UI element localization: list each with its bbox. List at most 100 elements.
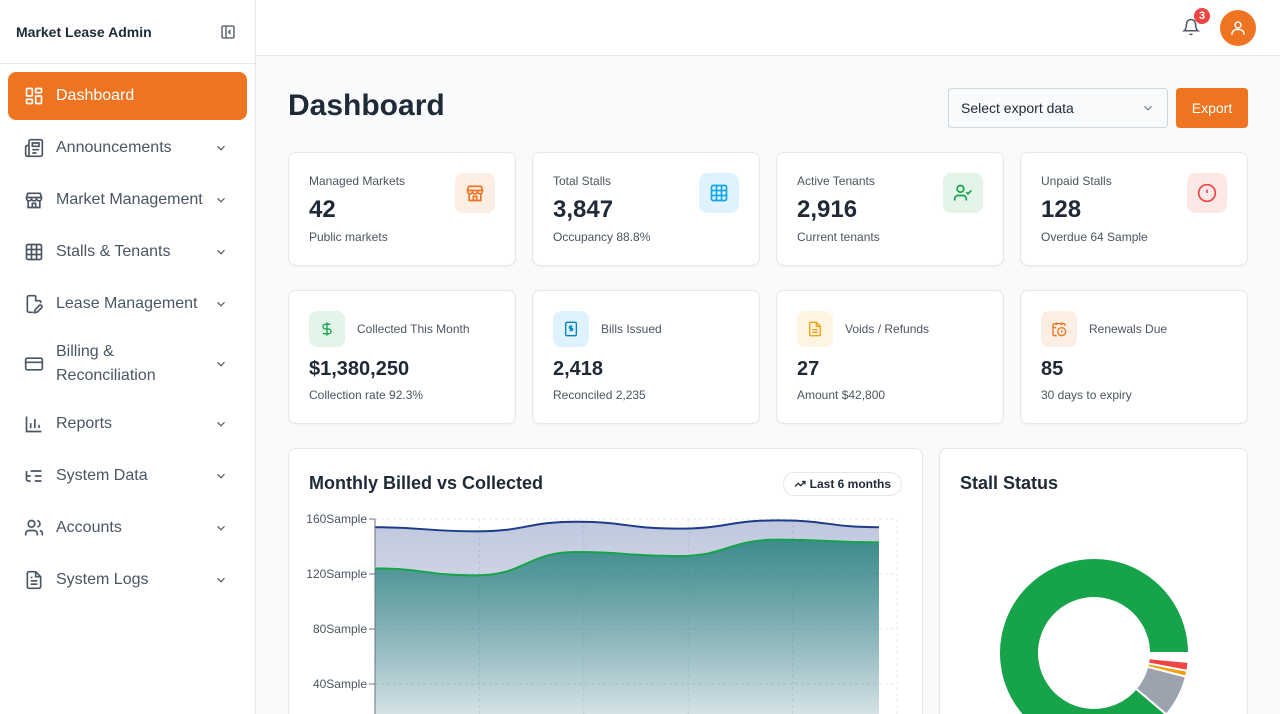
sidebar-item-dashboard[interactable]: Dashboard bbox=[8, 72, 247, 120]
stat-label: Total Stalls bbox=[553, 174, 612, 188]
stat-value: 128 bbox=[1041, 196, 1082, 223]
stat-value: 85 bbox=[1041, 358, 1064, 380]
chevron-down-icon bbox=[213, 140, 229, 156]
y-tick-label: 40Sample bbox=[313, 677, 367, 691]
stat-label: Renewals Due bbox=[1089, 322, 1168, 336]
sidebar-item-reports[interactable]: Reports bbox=[8, 400, 247, 448]
stat-subtext: Collection rate 92.3% bbox=[309, 388, 424, 402]
stat-value: 42 bbox=[309, 196, 336, 223]
stat-value: 27 bbox=[797, 358, 820, 380]
chevron-down-icon bbox=[213, 572, 229, 588]
avatar[interactable] bbox=[1220, 10, 1256, 46]
grid-icon bbox=[699, 173, 739, 213]
list-tree-icon bbox=[24, 466, 44, 486]
stat-label: Managed Markets bbox=[309, 174, 406, 188]
sidebar-item-billing-reconciliation[interactable]: Billing & Reconciliation bbox=[8, 332, 247, 396]
file-text-icon bbox=[24, 570, 44, 590]
chevron-down-icon bbox=[213, 520, 229, 536]
stat-value: 2,916 bbox=[797, 196, 858, 223]
billed-vs-collected-chart-card: Monthly Billed vs Collected Last 6 month… bbox=[288, 448, 923, 714]
chevron-down-icon bbox=[1141, 101, 1155, 115]
stat-label: Collected This Month bbox=[357, 322, 470, 336]
alert-circle-icon bbox=[1187, 173, 1227, 213]
store-icon bbox=[455, 173, 495, 213]
sidebar-item-system-logs[interactable]: System Logs bbox=[8, 556, 247, 604]
stat-label: Bills Issued bbox=[601, 322, 662, 336]
stat-card-renewals-due: Renewals Due 85 30 days to expiry bbox=[1020, 290, 1248, 424]
users-icon bbox=[24, 518, 44, 538]
top-bar: 3 bbox=[256, 0, 1280, 56]
y-tick-label: 80Sample bbox=[313, 622, 367, 636]
y-tick-label: 120Sample bbox=[306, 567, 367, 581]
chevron-down-icon bbox=[213, 296, 229, 312]
stat-subtext: Overdue 64 Sample bbox=[1041, 230, 1148, 244]
trending-up-icon bbox=[794, 478, 806, 490]
stat-card-unpaid-stalls: Unpaid Stalls 128 Overdue 64 Sample bbox=[1020, 152, 1248, 266]
credit-card-icon bbox=[24, 354, 44, 374]
dollar-icon bbox=[309, 311, 345, 347]
store-icon bbox=[24, 190, 44, 210]
bar-chart-icon bbox=[24, 414, 44, 434]
file-icon bbox=[797, 311, 833, 347]
user-check-icon bbox=[943, 173, 983, 213]
sidebar-item-stalls-tenants[interactable]: Stalls & Tenants bbox=[8, 228, 247, 276]
sidebar-item-system-data[interactable]: System Data bbox=[8, 452, 247, 500]
sidebar-item-announcements[interactable]: Announcements bbox=[8, 124, 247, 172]
stat-card-collected-this-month: Collected This Month $1,380,250 Collecti… bbox=[288, 290, 516, 424]
stat-subtext: Amount $42,800 bbox=[797, 388, 886, 402]
stat-subtext: Current tenants bbox=[797, 230, 880, 244]
chevron-down-icon bbox=[213, 416, 229, 432]
file-edit-icon bbox=[24, 294, 44, 314]
time-range-pill[interactable]: Last 6 months bbox=[782, 472, 902, 496]
series-line-2 bbox=[374, 538, 880, 577]
stat-card-bills-issued: Bills Issued 2,418 Reconciled 2,235 bbox=[532, 290, 760, 424]
stat-value: 2,418 bbox=[553, 358, 604, 380]
stall-status-donut-chart bbox=[998, 557, 1191, 714]
sidebar-item-accounts[interactable]: Accounts bbox=[8, 504, 247, 552]
chevron-down-icon bbox=[213, 468, 229, 484]
sidebar-item-label: Reports bbox=[56, 415, 113, 432]
calendar-clock-icon bbox=[1041, 311, 1077, 347]
donut-slice-1[interactable] bbox=[998, 557, 1191, 714]
sidebar-collapse-icon[interactable] bbox=[217, 21, 239, 43]
stat-subtext: Reconciled 2,235 bbox=[553, 388, 646, 402]
series-area-2 bbox=[375, 539, 879, 714]
sidebar-item-label: Stalls & Tenants bbox=[56, 243, 171, 260]
sidebar-header: Market Lease Admin bbox=[0, 0, 255, 64]
sidebar-item-label: System Logs bbox=[56, 571, 149, 588]
area-chart: 40Sample 80Sample 120Sample 160Sample bbox=[306, 512, 898, 714]
stat-label: Unpaid Stalls bbox=[1041, 174, 1112, 188]
chart-title: Monthly Billed vs Collected bbox=[309, 473, 544, 493]
time-range-label: Last 6 months bbox=[809, 477, 891, 491]
sidebar-item-lease-management[interactable]: Lease Management bbox=[8, 280, 247, 328]
y-tick-label: 160Sample bbox=[306, 512, 367, 526]
notification-badge: 3 bbox=[1194, 8, 1210, 24]
stat-card-managed-markets: Managed Markets 42 Public markets bbox=[288, 152, 516, 266]
stat-label: Voids / Refunds bbox=[845, 322, 930, 336]
sidebar-item-market-management[interactable]: Market Management bbox=[8, 176, 247, 224]
sidebar: Market Lease Admin Dashboard Announcemen… bbox=[0, 0, 256, 714]
sidebar-nav: Dashboard Announcements Market Managemen… bbox=[0, 64, 255, 604]
donut-slice-5[interactable] bbox=[1147, 652, 1191, 664]
sidebar-item-label: Lease Management bbox=[56, 295, 198, 312]
grid-icon bbox=[24, 242, 44, 262]
sidebar-item-label: Billing & Reconciliation bbox=[56, 343, 156, 384]
stall-status-card: Stall Status bbox=[939, 448, 1248, 714]
stat-card-active-tenants: Active Tenants 2,916 Current tenants bbox=[776, 152, 1004, 266]
stat-label: Active Tenants bbox=[797, 174, 875, 188]
chevron-down-icon bbox=[213, 356, 229, 372]
stat-card-voids-refunds: Voids / Refunds 27 Amount $42,800 bbox=[776, 290, 1004, 424]
stat-value: $1,380,250 bbox=[309, 358, 410, 380]
newspaper-icon bbox=[24, 138, 44, 158]
export-data-select[interactable]: Select export data bbox=[948, 88, 1168, 128]
export-button[interactable]: Export bbox=[1176, 88, 1248, 128]
sidebar-item-label: Announcements bbox=[56, 139, 172, 156]
bell-icon[interactable] bbox=[1181, 18, 1202, 38]
user-icon bbox=[1231, 21, 1245, 35]
series-line-1 bbox=[374, 519, 880, 533]
sidebar-item-label: Market Management bbox=[56, 191, 203, 208]
chevron-down-icon bbox=[213, 192, 229, 208]
sidebar-item-label: Accounts bbox=[56, 519, 122, 536]
stat-card-total-stalls: Total Stalls 3,847 Occupancy 88.8% bbox=[532, 152, 760, 266]
page-title: Dashboard bbox=[288, 89, 445, 122]
